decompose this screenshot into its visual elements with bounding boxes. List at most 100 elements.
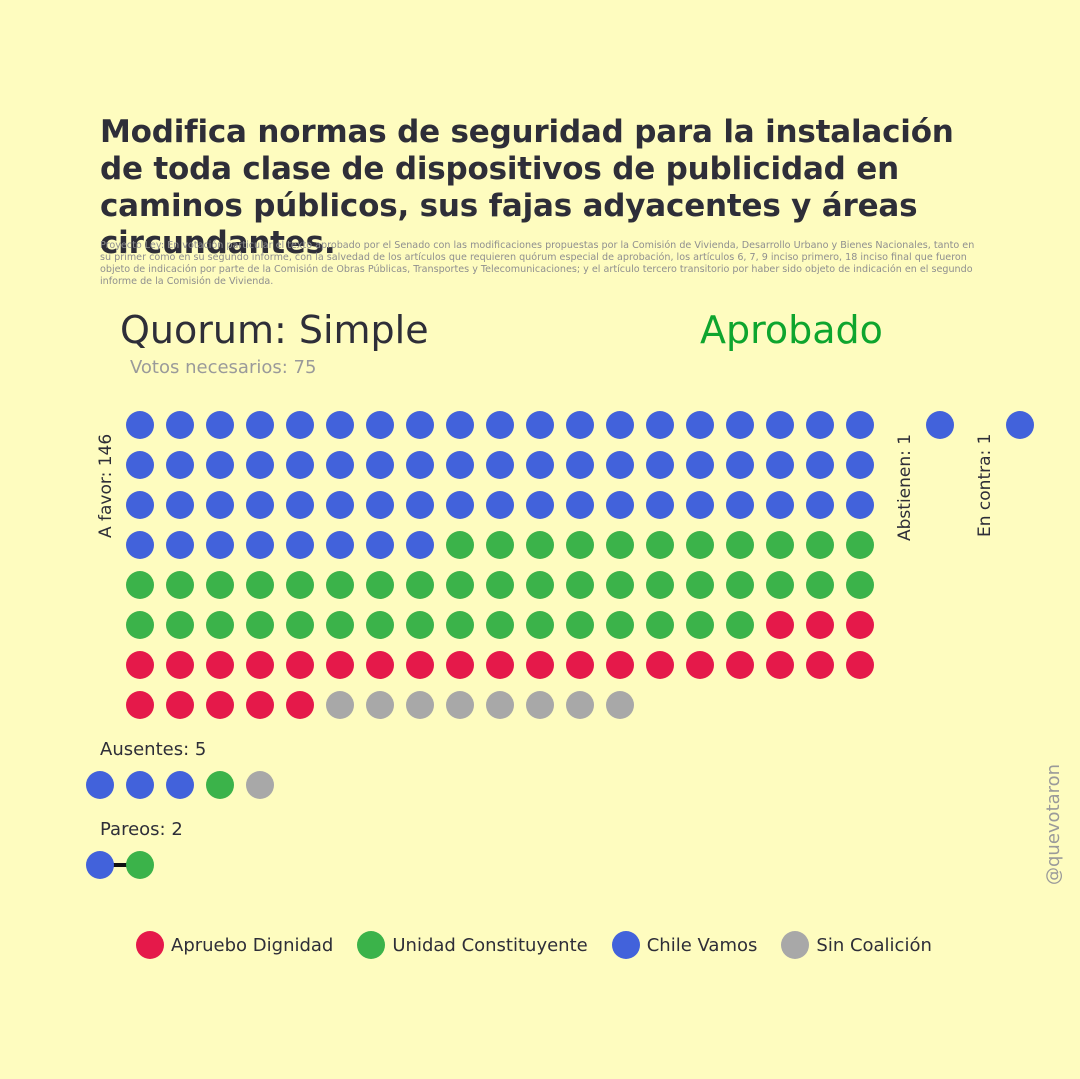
a-favor-dot-apruebo-dignidad <box>486 651 514 679</box>
legend-swatch-sin-coalicion <box>781 931 810 959</box>
a-favor-dot-chile-vamos <box>846 491 874 519</box>
a-favor-dot-chile-vamos <box>206 531 234 559</box>
a-favor-dot-unidad-constituyente <box>246 571 274 599</box>
pareos-dot-unidad-constituyente <box>126 851 154 879</box>
a-favor-dot-unidad-constituyente <box>526 531 554 559</box>
a-favor-dot-chile-vamos <box>246 411 274 439</box>
a-favor-dot-chile-vamos <box>166 451 194 479</box>
a-favor-dot-unidad-constituyente <box>206 571 234 599</box>
legend-item-sin-coalicion: Sin Coalición <box>781 931 932 959</box>
a-favor-dot-unidad-constituyente <box>726 611 754 639</box>
a-favor-dot-apruebo-dignidad <box>846 611 874 639</box>
a-favor-dot-chile-vamos <box>606 451 634 479</box>
legend-label-chile-vamos: Chile Vamos <box>646 934 758 956</box>
a-favor-dot-chile-vamos <box>366 451 394 479</box>
a-favor-dot-chile-vamos <box>806 491 834 519</box>
a-favor-dot-chile-vamos <box>766 411 794 439</box>
a-favor-dot-chile-vamos <box>726 451 754 479</box>
a-favor-dot-unidad-constituyente <box>606 611 634 639</box>
a-favor-dot-chile-vamos <box>406 411 434 439</box>
a-favor-dot-chile-vamos <box>406 451 434 479</box>
a-favor-dot-chile-vamos <box>766 491 794 519</box>
a-favor-dot-unidad-constituyente <box>246 611 274 639</box>
a-favor-dot-chile-vamos <box>286 451 314 479</box>
a-favor-dot-chile-vamos <box>726 411 754 439</box>
a-favor-dot-unidad-constituyente <box>646 531 674 559</box>
a-favor-dot-chile-vamos <box>206 411 234 439</box>
a-favor-dot-chile-vamos <box>286 531 314 559</box>
ausentes-dot-unidad-constituyente <box>206 771 234 799</box>
a-favor-dot-unidad-constituyente <box>326 571 354 599</box>
a-favor-dot-chile-vamos <box>446 411 474 439</box>
a-favor-dot-apruebo-dignidad <box>446 651 474 679</box>
a-favor-dot-unidad-constituyente <box>206 611 234 639</box>
a-favor-dot-sin-coalicion <box>366 691 394 719</box>
a-favor-dot-apruebo-dignidad <box>806 651 834 679</box>
a-favor-dot-unidad-constituyente <box>566 611 594 639</box>
a-favor-dot-apruebo-dignidad <box>566 651 594 679</box>
a-favor-dot-chile-vamos <box>726 491 754 519</box>
a-favor-dot-unidad-constituyente <box>766 531 794 559</box>
a-favor-dot-unidad-constituyente <box>846 571 874 599</box>
a-favor-dot-unidad-constituyente <box>566 531 594 559</box>
a-favor-dot-apruebo-dignidad <box>166 651 194 679</box>
a-favor-dot-chile-vamos <box>246 491 274 519</box>
a-favor-dot-apruebo-dignidad <box>286 691 314 719</box>
a-favor-dot-chile-vamos <box>446 491 474 519</box>
a-favor-dot-unidad-constituyente <box>606 571 634 599</box>
legend-item-chile-vamos: Chile Vamos <box>611 931 758 959</box>
a-favor-dot-apruebo-dignidad <box>326 651 354 679</box>
a-favor-dot-chile-vamos <box>206 451 234 479</box>
a-favor-dot-chile-vamos <box>606 411 634 439</box>
quorum-label: Quorum: Simple <box>120 308 429 352</box>
a-favor-dot-unidad-constituyente <box>726 531 754 559</box>
a-favor-dot-apruebo-dignidad <box>126 691 154 719</box>
a-favor-dot-unidad-constituyente <box>806 531 834 559</box>
a-favor-dot-sin-coalicion <box>606 691 634 719</box>
a-favor-dot-chile-vamos <box>686 491 714 519</box>
legend-label-unidad-constituyente: Unidad Constituyente <box>392 934 588 956</box>
a-favor-dot-unidad-constituyente <box>526 611 554 639</box>
a-favor-dot-apruebo-dignidad <box>646 651 674 679</box>
a-favor-dot-unidad-constituyente <box>686 571 714 599</box>
a-favor-dot-chile-vamos <box>126 411 154 439</box>
a-favor-dot-chile-vamos <box>366 531 394 559</box>
a-favor-dot-sin-coalicion <box>526 691 554 719</box>
a-favor-dot-chile-vamos <box>406 491 434 519</box>
a-favor-dot-apruebo-dignidad <box>246 691 274 719</box>
a-favor-dot-chile-vamos <box>646 491 674 519</box>
a-favor-dot-chile-vamos <box>126 531 154 559</box>
a-favor-dot-unidad-constituyente <box>486 531 514 559</box>
a-favor-dot-chile-vamos <box>446 451 474 479</box>
a-favor-dot-apruebo-dignidad <box>806 611 834 639</box>
pareos-dot-chile-vamos <box>86 851 114 879</box>
a-favor-dot-chile-vamos <box>286 491 314 519</box>
a-favor-dot-unidad-constituyente <box>166 611 194 639</box>
abstienen-dot-chile-vamos <box>926 411 954 439</box>
a-favor-dot-sin-coalicion <box>406 691 434 719</box>
a-favor-dot-chile-vamos <box>246 531 274 559</box>
a-favor-dot-chile-vamos <box>126 491 154 519</box>
a-favor-dot-apruebo-dignidad <box>126 651 154 679</box>
a-favor-dot-unidad-constituyente <box>366 611 394 639</box>
pareos-label: Pareos: 2 <box>100 819 183 840</box>
a-favor-dot-unidad-constituyente <box>286 611 314 639</box>
a-favor-dot-unidad-constituyente <box>286 571 314 599</box>
a-favor-dot-chile-vamos <box>566 491 594 519</box>
a-favor-dot-unidad-constituyente <box>766 571 794 599</box>
a-favor-dot-chile-vamos <box>806 451 834 479</box>
a-favor-dot-chile-vamos <box>526 491 554 519</box>
ausentes-dot-chile-vamos <box>166 771 194 799</box>
a-favor-dot-unidad-constituyente <box>406 611 434 639</box>
result-label: Aprobado <box>700 308 883 352</box>
legend-label-sin-coalicion: Sin Coalición <box>816 934 932 956</box>
a-favor-dot-chile-vamos <box>806 411 834 439</box>
legend-item-unidad-constituyente: Unidad Constituyente <box>357 931 588 959</box>
a-favor-dot-apruebo-dignidad <box>206 691 234 719</box>
a-favor-dot-apruebo-dignidad <box>206 651 234 679</box>
a-favor-dot-chile-vamos <box>486 491 514 519</box>
a-favor-dot-chile-vamos <box>286 411 314 439</box>
votes-needed-label: Votos necesarios: 75 <box>130 357 317 378</box>
a-favor-dot-sin-coalicion <box>486 691 514 719</box>
